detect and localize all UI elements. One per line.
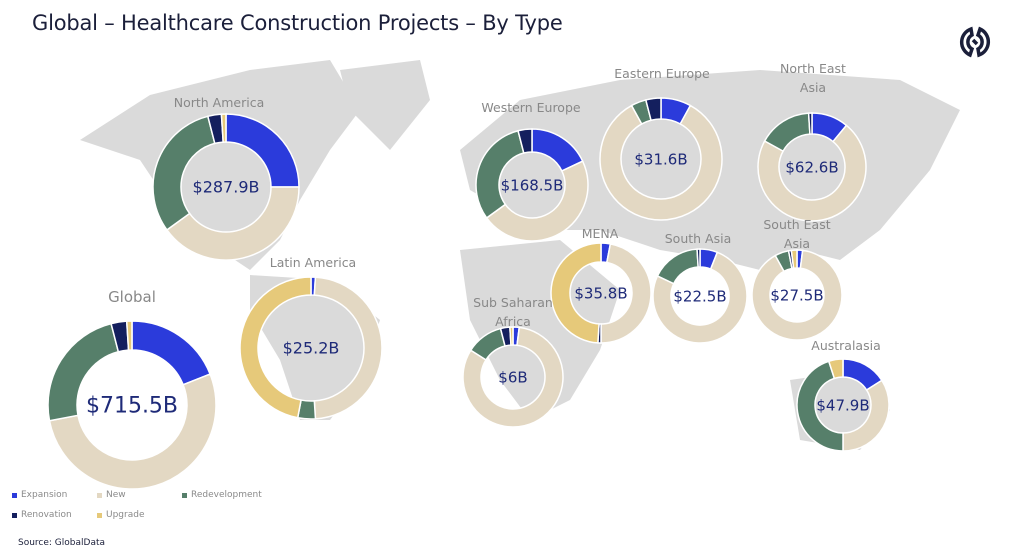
region-label-eastern-europe: Eastern Europe [614,66,710,81]
legend-swatch [182,492,187,498]
legend-item-new: New [97,490,126,500]
donut-total-latin-america: $25.2B [283,339,340,358]
slice-eastern-europe-renovation [644,97,662,122]
slice-mena-upgrade [550,242,602,344]
legend-item-redevelopment: Redevelopment [182,490,262,500]
region-label-sub-saharan-africa: Sub Saharan [473,295,553,310]
slice-global-expansion [131,320,212,386]
slice-south-east-asia-upgrade [790,249,798,270]
slice-latin-america-upgrade [239,276,312,419]
legend-item-renovation: Renovation [12,510,72,520]
map-africa [460,240,620,420]
slice-north-america-new [165,186,300,261]
donut-global: $715.5B Global [47,288,217,490]
slice-global-upgrade [125,320,133,351]
donut-total-global: $715.5B [86,394,178,419]
slice-mena-new [600,243,652,344]
region-label-western-europe: Western Europe [481,100,581,115]
globaldata-logo-icon [959,26,991,58]
legend-label: Expansion [21,490,68,500]
region-label-north-america: North America [174,95,265,110]
donut-total-eastern-europe: $31.6B [634,150,687,168]
region-label-latin-america: Latin America [270,255,356,270]
donut-total-north-east-asia: $62.6B [785,158,838,176]
donut-total-south-east-asia: $27.5B [770,286,823,304]
slice-south-asia-new [652,251,748,344]
donut-eastern-europe: $31.6B Eastern Europe [599,66,723,221]
legend-label: Upgrade [106,510,145,520]
donut-total-north-america: $287.9B [193,178,260,197]
slice-sub-saharan-africa-new [462,326,564,428]
legend-label: Redevelopment [191,490,262,500]
legend-swatch [12,492,17,498]
region-label-sub-saharan-africa: Africa [495,314,531,329]
legend-swatch [97,512,102,518]
slice-eastern-europe-new [599,104,723,221]
slice-north-east-asia-renovation [807,112,813,135]
donut-total-sub-saharan-africa: $6B [498,368,527,386]
region-label-south-asia: South Asia [665,231,732,246]
donut-latin-america: $25.2B Latin America [239,255,383,420]
region-label-mena: MENA [582,226,619,241]
slice-australasia-redevelopment [796,360,844,452]
map-greenland [340,60,430,150]
legend-swatch [12,512,17,518]
donut-western-europe: $168.5B Western Europe [475,100,589,242]
chart-title: Global – Healthcare Construction Project… [32,11,563,35]
legend-swatch [97,492,102,498]
slice-global-new [48,373,217,490]
legend-label: Renovation [21,510,72,520]
slice-south-east-asia-new [751,249,843,341]
donut-sub-saharan-africa: $6B Sub Saharan Africa [462,295,564,428]
slice-sub-saharan-africa-upgrade [509,326,514,346]
donut-north-america: $287.9B North America [152,95,300,261]
slice-north-east-asia-new [757,124,867,222]
donut-total-australasia: $47.9B [816,396,869,414]
region-label-north-east-asia: Asia [800,80,826,95]
slice-north-america-upgrade [220,113,227,143]
donut-total-mena: $35.8B [574,284,627,302]
region-label-south-east-asia: South East [763,217,830,232]
donut-total-western-europe: $168.5B [501,176,564,194]
map-south-america [250,275,380,420]
legend-label: New [106,490,126,500]
donut-south-east-asia: $27.5B South East Asia [751,217,843,341]
donut-total-south-asia: $22.5B [673,287,726,305]
legend-item-expansion: Expansion [12,490,67,500]
donut-australasia: $47.9B Australasia [796,338,890,452]
slice-western-europe-new [485,160,589,242]
donut-mena: $35.8B MENA [550,226,652,344]
slice-south-asia-renovation [696,248,701,268]
region-label-global: Global [108,288,156,306]
donut-north-east-asia: $62.6B North East Asia [757,61,867,222]
source-note: Source: GlobalData [18,538,106,548]
slice-western-europe-renovation [517,128,533,154]
region-label-north-east-asia: North East [780,61,846,76]
legend-item-upgrade: Upgrade [97,510,144,520]
donut-south-asia: $22.5B South Asia [652,231,748,344]
slice-australasia-upgrade [827,358,844,380]
region-label-australasia: Australasia [811,338,880,353]
region-label-south-east-asia: Asia [784,236,810,251]
slice-south-asia-redevelopment [656,248,699,285]
